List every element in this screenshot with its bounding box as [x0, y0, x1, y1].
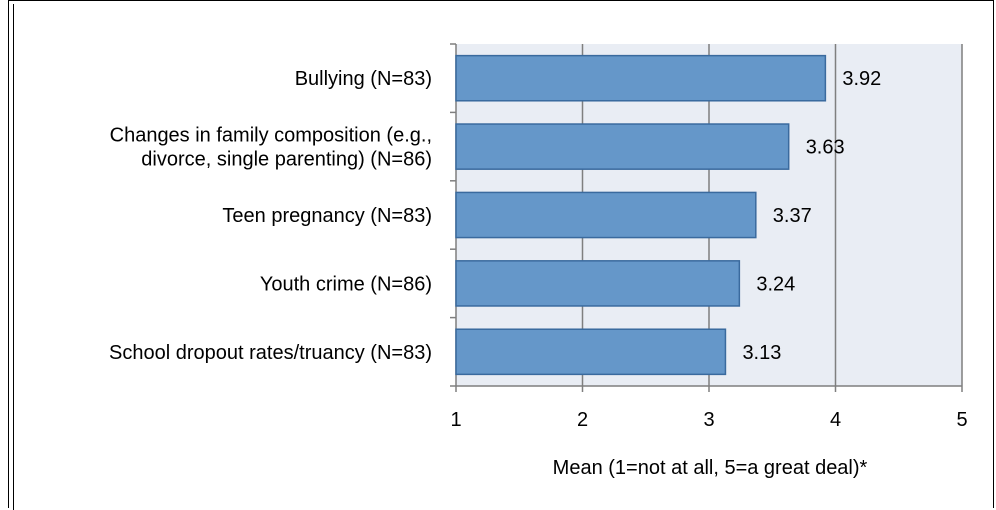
category-label-4: School dropout rates/truancy (N=83) [109, 342, 432, 364]
chart-frame [8, 0, 994, 508]
bar-1 [455, 123, 790, 170]
category-label-3: Youth crime (N=86) [260, 273, 432, 295]
category-label-1: Changes in family composition (e.g., divo… [110, 125, 432, 171]
data-labels: 3.92 3.63 3.37 3.24 3.13 [742, 68, 881, 364]
category-label-line: Changes in family composition (e.g., [110, 125, 432, 147]
category-label-line: divorce, single parenting) (N=86) [141, 149, 432, 171]
data-label-3: 3.24 [756, 273, 795, 295]
x-tick-label-2: 2 [577, 409, 588, 431]
category-label-line: Youth crime (N=86) [260, 273, 432, 295]
bars [455, 54, 827, 376]
bar-0 [455, 54, 827, 102]
x-tick-label-3: 3 [703, 409, 714, 431]
data-label-1: 3.63 [806, 137, 845, 159]
frame-inner-line [13, 4, 14, 510]
data-label-0: 3.92 [842, 68, 881, 90]
data-label-4: 3.13 [742, 342, 781, 364]
x-tick-label-5: 5 [956, 409, 967, 431]
bar-4 [455, 328, 727, 376]
category-label-line: Bullying (N=83) [295, 68, 432, 90]
category-labels: Bullying (N=83) Changes in family composi… [109, 68, 432, 364]
x-tick-label-4: 4 [830, 409, 841, 431]
category-label-0: Bullying (N=83) [295, 68, 432, 90]
category-label-line: School dropout rates/truancy (N=83) [109, 342, 432, 364]
x-tick-labels: 1 2 3 4 5 [450, 409, 967, 431]
category-label-2: Teen pregnancy (N=83) [222, 205, 432, 227]
bar-2 [455, 191, 757, 239]
category-label-line: Teen pregnancy (N=83) [222, 205, 432, 227]
x-axis-title: Mean (1=not at all, 5=a great deal)* [553, 457, 868, 479]
x-tick-label-1: 1 [450, 409, 461, 431]
data-label-2: 3.37 [773, 205, 812, 227]
bar-3 [455, 260, 741, 307]
